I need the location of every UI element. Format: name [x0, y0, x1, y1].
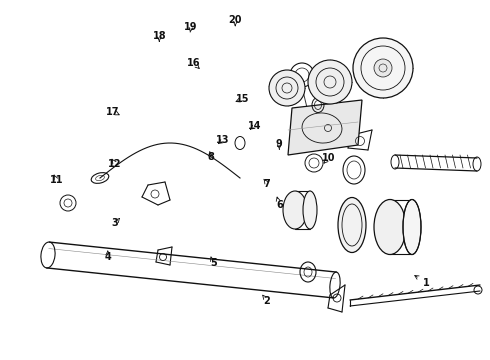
- Polygon shape: [288, 100, 362, 155]
- Text: 20: 20: [228, 15, 242, 25]
- Text: 12: 12: [108, 159, 122, 169]
- Text: 2: 2: [264, 296, 270, 306]
- Text: 17: 17: [106, 107, 120, 117]
- Text: 6: 6: [276, 200, 283, 210]
- Circle shape: [374, 59, 392, 77]
- Text: 19: 19: [184, 22, 198, 32]
- Circle shape: [269, 70, 305, 106]
- Circle shape: [353, 38, 413, 98]
- Text: 1: 1: [423, 278, 430, 288]
- Text: 10: 10: [321, 153, 335, 163]
- Text: 4: 4: [104, 252, 111, 262]
- Circle shape: [308, 60, 352, 104]
- Text: 15: 15: [236, 94, 249, 104]
- Ellipse shape: [403, 199, 421, 255]
- Text: 7: 7: [264, 179, 270, 189]
- Text: 5: 5: [210, 258, 217, 268]
- Text: 18: 18: [152, 31, 166, 41]
- Ellipse shape: [303, 191, 317, 229]
- Text: 8: 8: [207, 152, 214, 162]
- Text: 11: 11: [49, 175, 63, 185]
- Text: 16: 16: [187, 58, 200, 68]
- Ellipse shape: [374, 199, 406, 255]
- Ellipse shape: [338, 198, 366, 252]
- Ellipse shape: [283, 191, 307, 229]
- Text: 3: 3: [112, 218, 119, 228]
- Text: 9: 9: [276, 139, 283, 149]
- Text: 13: 13: [216, 135, 230, 145]
- Text: 14: 14: [248, 121, 262, 131]
